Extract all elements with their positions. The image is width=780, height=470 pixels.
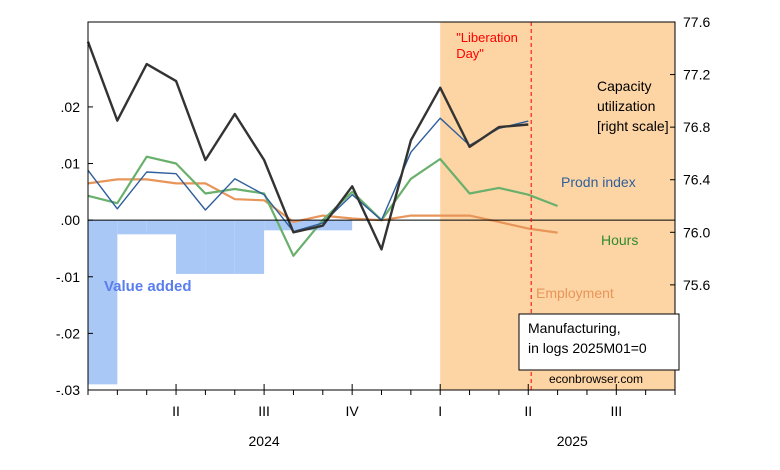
source-text: econbrowser.com <box>549 372 643 386</box>
series-line-3 <box>87 178 558 234</box>
x-tick-label-3: I <box>438 403 442 419</box>
year-label-1: 2025 <box>557 433 588 449</box>
hours-label: Hours <box>601 232 638 248</box>
value-added-bar-1 <box>117 220 147 235</box>
right-tick-label-5: 75.6 <box>683 277 710 293</box>
capacity-utilization-label: Capacity utilization [right scale] <box>597 78 669 134</box>
value-added-bar-8 <box>322 220 353 231</box>
value-added-bar-7 <box>293 220 323 231</box>
value-added-bar-5 <box>234 220 265 274</box>
value-added-bar-3 <box>176 220 206 274</box>
bars-layer <box>88 220 353 385</box>
left-tick-label-2: .00 <box>61 212 81 228</box>
x-tick-label-0: II <box>172 403 180 419</box>
right-tick-label-0: 77.6 <box>683 14 710 30</box>
text-layer: "Liberation Day" .02 .01 .00 -.01 -.02 -.03 77.6… <box>56 14 711 449</box>
note-text: Manufacturing, in logs 2025M01=0 <box>528 320 647 356</box>
series-line-1 <box>87 117 529 233</box>
year-label-0: 2024 <box>249 433 280 449</box>
x-tick-label-5: III <box>610 403 622 419</box>
prodn-index-label: Prodn index <box>561 174 636 190</box>
right-tick-label-3: 76.4 <box>683 172 710 188</box>
value-added-bar-4 <box>205 220 235 274</box>
right-tick-label-1: 77.2 <box>683 67 710 83</box>
right-tick-label-4: 76.0 <box>683 224 710 240</box>
series-line-0 <box>86 41 529 251</box>
value-added-bar-2 <box>146 220 177 235</box>
left-tick-label-0: .02 <box>61 99 81 115</box>
note-box <box>518 313 680 371</box>
employment-label: Employment <box>536 285 614 301</box>
value-added-label: Value added <box>104 278 192 295</box>
value-added-bar-0 <box>88 220 118 385</box>
left-tick-label-5: -.03 <box>56 382 80 398</box>
x-tick-label-1: III <box>258 403 270 419</box>
left-tick-label-4: -.02 <box>56 325 80 341</box>
liberation-day-label: "Liberation Day" <box>456 30 518 61</box>
x-tick-label-2: IV <box>346 403 360 419</box>
left-tick-label-1: .01 <box>61 156 81 172</box>
left-tick-label-3: -.01 <box>56 269 80 285</box>
frame-layer <box>87 21 680 395</box>
right-tick-label-2: 76.8 <box>683 119 710 135</box>
x-tick-label-4: II <box>524 403 532 419</box>
